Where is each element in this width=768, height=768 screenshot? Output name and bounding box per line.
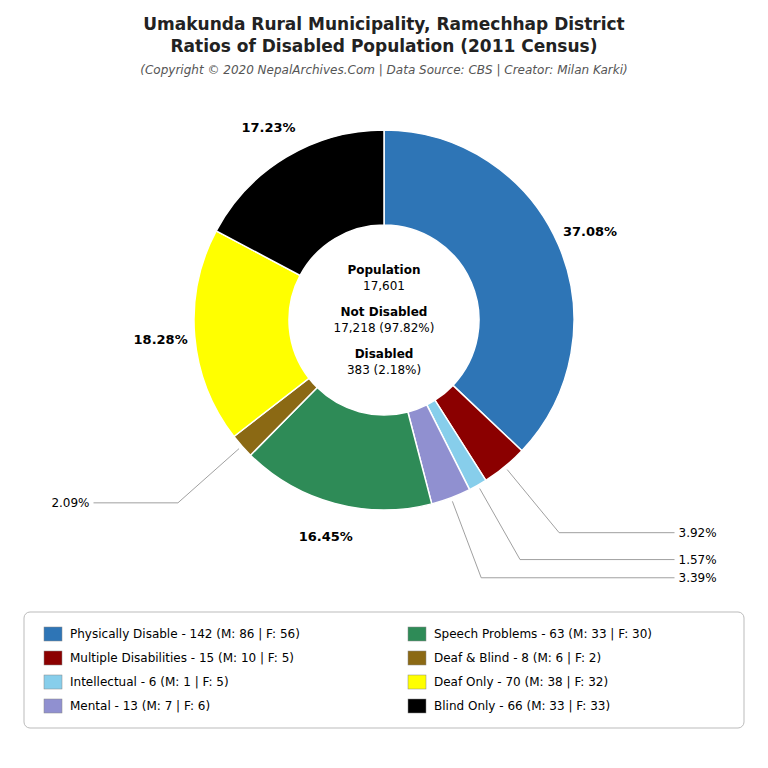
background xyxy=(0,0,768,768)
legend-swatch xyxy=(44,675,62,689)
leader-line xyxy=(507,470,674,533)
annotation: Population 17,601 xyxy=(347,263,420,293)
leader-line xyxy=(480,489,675,560)
leader-line xyxy=(452,501,674,577)
legend-label: Intellectual - 6 (M: 1 | F: 5) xyxy=(70,675,229,689)
data-labels: 37.08% 16.45% 18.28% 17.23% 3.92% 1.57% 3.39% 2… xyxy=(51,120,716,584)
legend-label: Blind Only - 66 (M: 33 | F: 33) xyxy=(434,699,610,713)
title: Umakunda Rural Municipality, Ramechhap D… xyxy=(143,14,625,34)
legend: Physically Disable - 142 (M: 86 | F: 56)… xyxy=(24,612,744,728)
data-label: 18.28% xyxy=(134,332,188,347)
data-label: 3.39% xyxy=(679,571,717,585)
data-label: 37.08% xyxy=(563,224,617,239)
legend-swatch xyxy=(44,627,62,641)
slice xyxy=(216,130,384,275)
legend-label: Multiple Disabilities - 15 (M: 10 | F: 5… xyxy=(70,651,294,665)
legend-swatch xyxy=(408,651,426,665)
legend-label: Physically Disable - 142 (M: 86 | F: 56) xyxy=(70,627,300,641)
legend-swatch xyxy=(408,699,426,713)
legend-label: Speech Problems - 63 (M: 33 | F: 30) xyxy=(434,627,652,641)
annotation: Not Disabled 17,218 (97.82%) xyxy=(334,305,435,335)
annotation-line: Population xyxy=(347,263,420,277)
slices xyxy=(194,130,574,510)
annotation-line: 17,218 (97.82%) xyxy=(334,321,435,335)
legend-label: Deaf Only - 70 (M: 38 | F: 32) xyxy=(434,675,608,689)
legend-swatch xyxy=(408,675,426,689)
center-annotations: Population 17,601 Not Disabled 17,218 (97.8… xyxy=(334,263,435,377)
title: Ratios of Disabled Population (2011 Cens… xyxy=(171,36,598,56)
subtitle: (Copyright © 2020 NepalArchives.Com | Da… xyxy=(140,63,627,77)
legend-label: Mental - 13 (M: 7 | F: 6) xyxy=(70,699,210,713)
legend-label: Deaf & Blind - 8 (M: 6 | F: 2) xyxy=(434,651,601,665)
annotation-line: Not Disabled xyxy=(341,305,428,319)
data-label: 16.45% xyxy=(299,529,353,544)
data-label: 1.57% xyxy=(679,553,717,567)
legend-swatch xyxy=(408,627,426,641)
chart-svg: Umakunda Rural Municipality, Ramechhap D… xyxy=(0,0,768,768)
leader-line xyxy=(94,449,240,503)
legend-swatch xyxy=(44,699,62,713)
data-label: 17.23% xyxy=(241,120,295,135)
annotation-line: 17,601 xyxy=(363,279,405,293)
legend-box xyxy=(24,612,744,728)
slice xyxy=(384,130,574,451)
data-label: 3.92% xyxy=(679,526,717,540)
legend-swatch xyxy=(44,651,62,665)
data-label: 2.09% xyxy=(51,496,89,510)
chart-container: Umakunda Rural Municipality, Ramechhap D… xyxy=(0,0,768,768)
annotation-line: Disabled xyxy=(355,347,414,361)
annotation: Disabled 383 (2.18%) xyxy=(347,347,421,377)
annotation-line: 383 (2.18%) xyxy=(347,363,421,377)
